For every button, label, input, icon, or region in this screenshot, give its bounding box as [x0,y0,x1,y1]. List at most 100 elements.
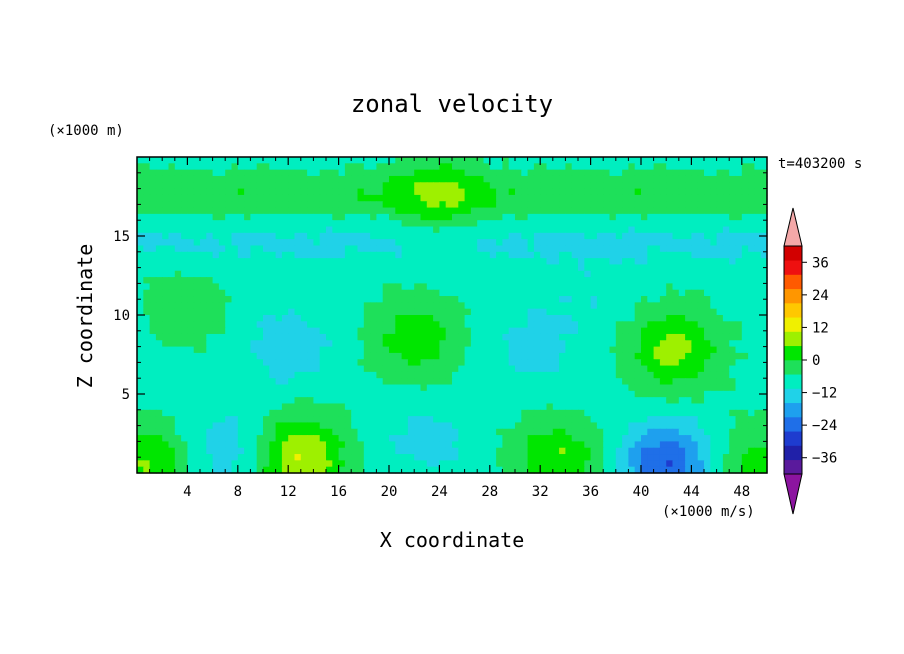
field-cell [722,333,730,341]
field-cell [489,466,497,474]
field-cell [231,365,239,373]
field-cell [571,245,579,253]
field-cell [357,232,365,240]
field-cell [244,447,251,455]
field-cell [149,460,157,468]
field-cell [357,283,365,291]
field-cell [496,308,503,316]
field-cell [609,289,617,297]
field-cell [678,359,686,367]
field-cell [174,220,182,228]
field-cell [370,207,377,215]
field-cell [546,283,554,291]
field-cell [231,447,239,455]
field-cell [244,352,251,360]
field-cell [370,220,377,228]
field-cell [546,213,554,221]
field-cell [168,454,176,461]
field-cell [552,315,560,322]
field-cell [477,346,485,354]
field-cell [357,175,365,183]
field-cell [212,390,220,398]
field-cell [489,321,497,329]
field-cell [162,258,170,266]
field-cell [477,194,485,202]
field-cell [263,213,270,221]
field-cell [401,302,409,310]
field-cell [647,403,655,411]
field-cell [603,460,611,468]
field-cell [470,245,478,253]
field-cell [363,188,371,196]
field-cell [351,258,359,266]
field-cell [483,460,491,468]
field-cell [300,188,308,196]
field-cell [162,454,170,461]
field-cell [200,302,207,310]
field-cell [533,194,541,202]
field-cell [489,182,497,190]
field-cell [326,163,333,171]
field-cell [458,397,466,405]
field-cell [571,296,579,303]
field-cell [263,359,270,367]
field-cell [433,201,440,209]
field-cell [269,169,277,177]
field-cell [508,232,516,240]
field-cell [496,169,503,177]
field-cell [281,454,289,461]
field-cell [237,207,245,215]
field-cell [458,315,466,322]
field-cell [433,182,440,190]
field-cell [559,188,566,196]
field-cell [672,378,680,386]
field-cell [596,289,604,297]
field-cell [344,321,352,329]
field-cell [168,163,176,171]
field-cell [357,302,365,310]
field-cell [231,213,239,221]
field-cell [716,251,724,259]
field-cell [382,232,390,240]
field-cell [357,435,365,442]
field-cell [691,283,699,291]
field-cell [281,333,289,341]
field-cell [433,315,440,322]
field-cell [162,403,170,411]
field-cell [659,315,667,322]
field-cell [571,182,579,190]
field-cell [218,239,226,247]
field-cell [704,220,711,228]
field-cell [231,409,239,417]
field-cell [174,441,182,449]
field-cell [363,371,371,379]
field-cell [174,194,182,202]
field-cell [760,283,768,291]
field-cell [659,447,667,455]
field-cell [250,308,258,316]
field-cell [414,352,422,360]
field-cell [426,201,434,209]
field-cell [571,378,579,386]
field-cell [483,220,491,228]
field-cell [653,454,661,461]
field-cell [187,403,195,411]
field-cell [313,422,321,430]
field-cell [615,182,623,190]
field-cell [628,315,636,322]
field-cell [527,447,535,455]
field-cell [281,207,289,215]
field-cell [237,251,245,259]
field-cell [647,333,655,341]
field-cell [647,378,655,386]
field-cell [571,371,579,379]
field-cell [578,163,585,171]
field-cell [722,397,730,405]
field-cell [395,232,403,240]
field-cell [464,422,472,430]
field-cell [155,390,163,398]
field-cell [704,182,711,190]
field-cell [143,403,151,411]
field-cell [533,397,541,405]
field-cell [149,315,157,322]
